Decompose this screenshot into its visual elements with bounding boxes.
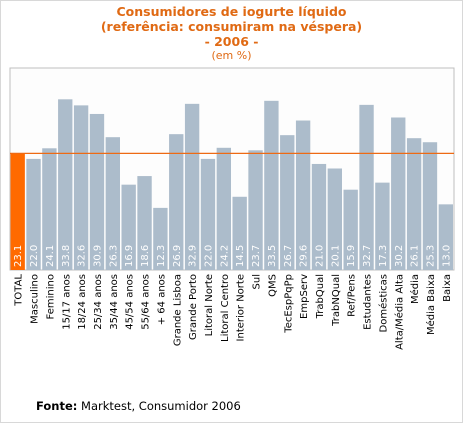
category-label: Estudantes: [363, 274, 374, 330]
bar-value-label: 26.3: [108, 245, 119, 267]
bar-value-label: 23.1: [13, 245, 24, 267]
category-label: Litoral Centro: [220, 274, 231, 342]
category-label: Domésticas: [377, 274, 389, 332]
bar: [359, 104, 374, 270]
bar-value-label: 26.7: [283, 245, 294, 267]
category-label: 25/34 anos: [93, 274, 104, 330]
bar-value-label: 22.0: [203, 245, 214, 267]
chart-subtitle: (em %): [211, 49, 252, 62]
source-label: Fonte:: [36, 399, 78, 413]
bar: [200, 158, 216, 270]
bar-value-label: 20.1: [330, 245, 341, 267]
bar: [137, 176, 152, 270]
bar-chart: 23.1 TOTAL 22.0 Masculino 24.1 Feminino 33.8 15…: [9, 67, 455, 350]
bar-total: [10, 153, 25, 270]
bar-value-label: 22.0: [29, 245, 40, 267]
chart-title-line-1: Consumidores de iogurte líquido: [116, 4, 347, 19]
category-label: 18/24 anos: [77, 274, 88, 330]
bar-value-label: 17.3: [378, 245, 389, 267]
bar-value-label: 14.5: [235, 245, 246, 267]
bar: [248, 150, 263, 270]
bar-value-label: 30.2: [394, 245, 405, 267]
category-label: Média Baixa: [425, 274, 437, 335]
bar: [422, 142, 438, 270]
category-label: + 64 anos: [156, 274, 167, 325]
bar-value-label: 16.9: [124, 245, 135, 267]
chart-title-line-3: - 2006 -: [204, 34, 259, 49]
bar: [121, 184, 136, 270]
bar: [280, 135, 295, 270]
category-label: Alta/Média Alta: [393, 274, 405, 350]
category-label: Interior Norte: [236, 274, 247, 341]
category-label: TOTAL: [14, 274, 25, 307]
bar-value-label: 13.0: [441, 245, 452, 267]
bar-value-label: 15.9: [346, 245, 357, 267]
category-label: Masculino: [30, 274, 41, 324]
bar: [105, 137, 120, 270]
category-label: TrabQual: [315, 274, 326, 319]
bar-value-label: 24.1: [45, 245, 56, 267]
bar: [406, 138, 422, 270]
bar: [153, 207, 168, 270]
category-label: Sul: [252, 274, 263, 289]
bar-value-label: 26.1: [410, 245, 421, 267]
category-label: Baixa: [442, 274, 453, 302]
chart-title-line-2: (referência: consumiram na véspera): [100, 19, 363, 34]
bar-value-label: 33.8: [61, 245, 72, 267]
bar-value-label: 12.3: [156, 245, 167, 267]
bar-value-label: 33.5: [267, 245, 278, 267]
category-label: Grande Porto: [188, 274, 199, 340]
category-label: Média: [409, 274, 421, 304]
bar-value-label: 26.9: [172, 245, 183, 267]
bar-value-label: 32.9: [188, 245, 199, 267]
bar: [216, 147, 231, 270]
bar: [58, 99, 73, 270]
source-text: Marktest, Consumidor 2006: [77, 399, 241, 413]
bar-value-label: 30.9: [92, 245, 103, 267]
bar: [264, 100, 279, 270]
category-label: EmpServ: [299, 274, 310, 319]
bar-value-label: 24.2: [219, 245, 230, 267]
category-label: TecEspPqPp: [283, 274, 294, 334]
bar: [26, 158, 41, 270]
category-label: 15/17 anos: [61, 274, 72, 330]
bar: [42, 148, 57, 270]
bar: [311, 163, 327, 270]
bar: [343, 189, 358, 270]
bar: [73, 105, 89, 271]
bar-value-label: 23.7: [251, 245, 262, 267]
bar: [327, 168, 342, 270]
bar: [391, 117, 406, 271]
bar-value-label: 32.6: [77, 245, 88, 267]
category-label: Feminino: [45, 274, 56, 319]
category-label: 45/54 anos: [125, 274, 136, 330]
bar: [295, 120, 311, 271]
category-label: 55/64 anos: [141, 274, 152, 330]
bar: [184, 103, 200, 270]
category-label: Grande Lisboa: [172, 274, 183, 346]
bar: [375, 182, 390, 270]
bar: [169, 134, 184, 270]
category-label: Ref/Pens: [347, 274, 358, 317]
bar-value-label: 18.6: [140, 245, 151, 267]
category-label: TrabNQual: [331, 274, 342, 327]
bar: [438, 204, 453, 270]
source-note: Fonte: Marktest, Consumidor 2006: [36, 399, 241, 413]
bar-value-label: 25.3: [425, 245, 436, 267]
bar-value-label: 32.7: [362, 245, 373, 267]
bar-value-label: 29.6: [299, 245, 310, 267]
category-label: QMS: [267, 274, 278, 297]
bar: [232, 196, 247, 270]
category-label: Litoral Norte: [204, 274, 215, 336]
bar-value-label: 21.0: [314, 245, 325, 267]
category-label: 35/44 anos: [109, 274, 120, 330]
